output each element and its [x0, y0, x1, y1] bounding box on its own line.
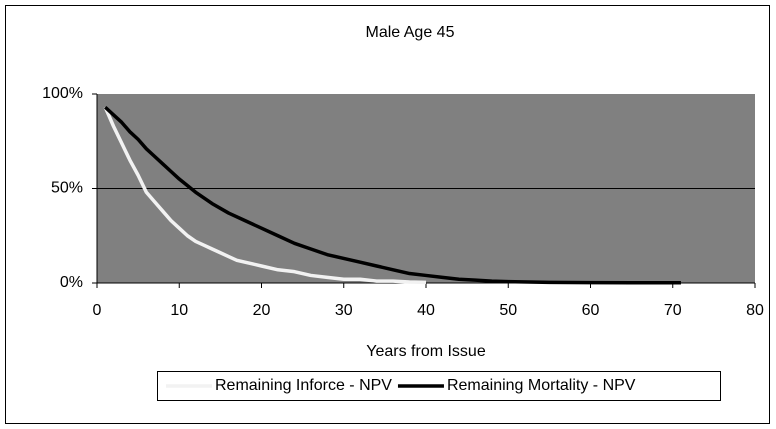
x-tick-label: 80	[746, 302, 764, 319]
x-tick-label: 70	[664, 302, 682, 319]
series-line	[103, 106, 427, 285]
x-tick-label: 10	[170, 302, 188, 319]
x-axis-label: Years from Issue	[366, 343, 486, 360]
legend-label: Remaining Mortality - NPV	[447, 377, 636, 394]
chart-title: Male Age 45	[366, 24, 455, 41]
legend-label: Remaining Inforce - NPV	[215, 377, 392, 394]
x-tick-label: 50	[499, 302, 517, 319]
x-tick-label: 20	[253, 302, 271, 319]
y-tick-label: 50%	[51, 180, 83, 197]
series-line	[104, 105, 681, 285]
x-tick-label: 60	[582, 302, 600, 319]
x-tick-label: 40	[417, 302, 435, 319]
y-tick-label: 0%	[60, 274, 83, 291]
x-tick-label: 0	[93, 302, 102, 319]
y-tick-label: 100%	[42, 85, 83, 102]
x-tick-label: 30	[335, 302, 353, 319]
